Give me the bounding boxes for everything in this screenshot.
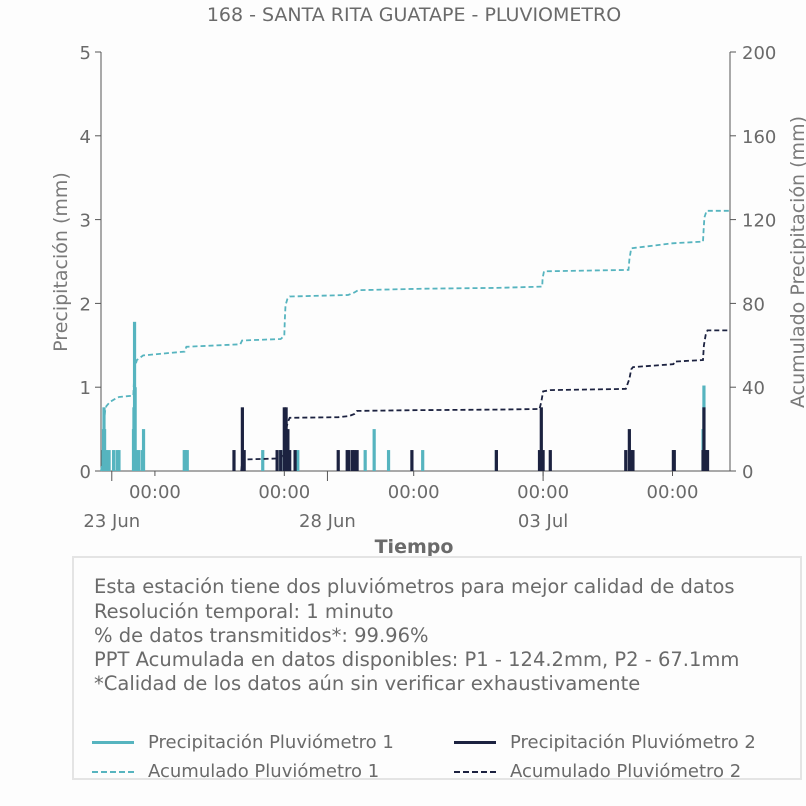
legend-label: Precipitación Pluviómetro 1 <box>148 732 394 753</box>
precip-bar-p2 <box>537 450 542 471</box>
info-line-transmitted: % de datos transmitidos*: 99.96% <box>94 624 429 647</box>
x-axis-title: Tiempo <box>375 536 454 556</box>
y2-tick-label: 80 <box>742 294 765 315</box>
precip-bar-p2 <box>282 407 286 471</box>
precip-bar-p2 <box>279 450 283 471</box>
precip-bar-p1 <box>183 450 188 471</box>
precip-bar-p2 <box>347 450 351 471</box>
accum-line-p2 <box>240 329 730 472</box>
precip-bar-p1 <box>115 450 119 471</box>
precip-bar-p2 <box>702 407 706 471</box>
y2-tick-label: 120 <box>742 211 776 232</box>
precip-bar-p1 <box>296 450 300 471</box>
chart-title: 168 - SANTA RITA GUATAPE - PLUVIOMETRO <box>207 4 621 26</box>
legend-swatch-p2-solid <box>454 741 496 744</box>
y2-tick-label: 0 <box>742 462 753 483</box>
y2-axis-title: Acumulado Precipitación (mm) <box>787 116 806 408</box>
x-tick-label-date: 28 Jun <box>299 511 356 532</box>
legend-label: Precipitación Pluviómetro 2 <box>510 732 756 753</box>
precip-bar-p1 <box>133 387 137 471</box>
legend-label: Acumulado Pluviómetro 2 <box>510 761 742 782</box>
precip-bar-p2 <box>627 429 631 471</box>
precip-bar-p1 <box>117 450 121 471</box>
legend-item-p1-accum: Acumulado Pluviómetro 1 <box>92 761 379 782</box>
precip-bar-p2 <box>288 450 292 471</box>
info-line-stations: Esta estación tiene dos pluviómetros par… <box>94 575 735 598</box>
precip-bar-p1 <box>372 429 376 471</box>
precip-bar-p2 <box>629 450 633 471</box>
y-tick-label: 1 <box>80 378 91 399</box>
precip-bar-p2 <box>548 450 552 471</box>
y-tick-label: 3 <box>80 211 91 232</box>
precip-bar-p2 <box>631 450 635 471</box>
legend-item-p2-precip: Precipitación Pluviómetro 2 <box>454 732 756 753</box>
precip-bar-p1 <box>261 450 265 471</box>
precip-bar-p2 <box>240 407 244 471</box>
precip-bar-p1 <box>104 450 108 471</box>
precip-bar-p1 <box>363 450 367 471</box>
y2-tick-label: 160 <box>742 127 776 148</box>
precip-bar-p1 <box>107 450 111 471</box>
plot-area: 0 1 2 3 4 5 0 40 80 120 160 200 00:00 00:00 00:00 00:00… <box>80 43 777 532</box>
legend-label: Acumulado Pluviómetro 1 <box>148 761 380 782</box>
precip-bar-p2 <box>352 450 356 471</box>
x-tick-label-time: 00:00 <box>258 482 310 503</box>
precip-bar-p1 <box>137 450 141 471</box>
precip-bar-p2 <box>410 450 414 471</box>
precip-bar-p2 <box>284 407 288 471</box>
precip-bar-p2 <box>293 450 297 471</box>
precip-bar-p2 <box>336 450 340 471</box>
precip-bar-p2 <box>351 450 355 471</box>
info-line-resolution: Resolución temporal: 1 minuto <box>94 600 394 623</box>
precip-bar-p2 <box>494 450 498 471</box>
precip-bar-p2 <box>355 450 359 471</box>
precip-bar-p1 <box>141 429 146 471</box>
precip-bar-p2 <box>705 450 710 471</box>
precip-bar-p1 <box>111 450 116 471</box>
accum-line-p1 <box>100 209 730 472</box>
x-tick-label-time: 00:00 <box>517 482 569 503</box>
y-tick-label: 0 <box>80 462 91 483</box>
info-line-quality: *Calidad de los datos aún sin verificar … <box>94 672 641 695</box>
precip-bar-p2 <box>286 429 290 471</box>
legend-item-p2-accum: Acumulado Pluviómetro 2 <box>454 761 741 782</box>
y-tick-label: 4 <box>80 127 91 148</box>
precip-bar-p2 <box>232 450 236 471</box>
precip-bar-p1 <box>185 450 189 471</box>
precip-bar-p2 <box>345 450 349 471</box>
precip-bar-p2 <box>541 450 545 471</box>
precip-bar-p2 <box>704 450 708 471</box>
legend-swatch-p2-dashed <box>454 770 496 773</box>
x-tick-label-time: 00:00 <box>647 482 699 503</box>
legend-swatch-p1-solid <box>92 741 134 744</box>
y-axis-title: Precipitación (mm) <box>50 172 72 352</box>
x-tick-label-time: 00:00 <box>388 482 440 503</box>
info-panel: Esta estación tiene dos pluviómetros par… <box>72 556 802 782</box>
precip-bar-p1 <box>134 450 138 471</box>
precip-bar-p2 <box>672 450 676 471</box>
precip-bar-p2 <box>539 407 543 471</box>
legend-swatch-p1-dashed <box>92 770 134 773</box>
y2-tick-label: 200 <box>742 43 776 64</box>
precipitation-chart: 168 - SANTA RITA GUATAPE - PLUVIOMETRO 0… <box>50 4 806 556</box>
precip-bar-p1 <box>421 450 425 471</box>
precip-bar-p1 <box>386 450 391 471</box>
x-tick-label-time: 00:00 <box>129 482 181 503</box>
legend-item-p1-precip: Precipitación Pluviómetro 1 <box>92 732 394 753</box>
x-tick-label-date: 23 Jun <box>83 511 140 532</box>
precip-bar-p2 <box>624 450 628 471</box>
y-tick-label: 2 <box>80 294 91 315</box>
info-line-accumulated: PPT Acumulada en datos disponibles: P1 -… <box>94 648 740 671</box>
y2-tick-label: 40 <box>742 378 765 399</box>
precip-bar-p2 <box>275 450 279 471</box>
x-tick-label-date: 03 Jul <box>518 511 568 532</box>
y-tick-label: 5 <box>80 43 91 64</box>
